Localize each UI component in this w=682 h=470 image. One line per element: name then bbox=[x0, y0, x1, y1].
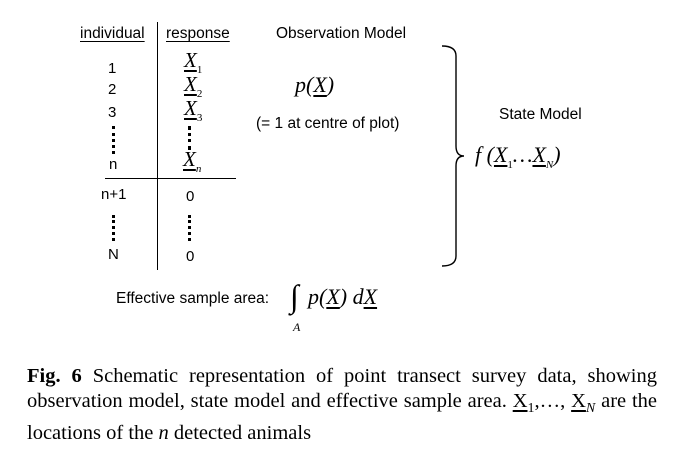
caption-sub-1: 1 bbox=[527, 401, 535, 417]
state-model-formula: f (X1…XN) bbox=[475, 142, 561, 171]
formula-close: ) bbox=[339, 284, 348, 309]
row-N-response: 0 bbox=[186, 248, 195, 265]
formula-p: p( bbox=[295, 72, 314, 97]
row-2-individual: 2 bbox=[108, 81, 117, 98]
row-1-response: X1 bbox=[184, 48, 203, 76]
row-1-individual: 1 bbox=[108, 60, 117, 77]
integral-subscript: A bbox=[293, 320, 301, 334]
header-response: response bbox=[166, 25, 230, 42]
caption-var-1: X bbox=[512, 390, 528, 412]
response-sub: 1 bbox=[196, 64, 203, 76]
caption-mid: ,…, bbox=[534, 390, 572, 412]
caption-fig-label: Fig. 6 bbox=[27, 365, 82, 387]
formula-close: ) bbox=[326, 72, 335, 97]
row-n1-response: 0 bbox=[186, 188, 195, 205]
response-var: X bbox=[184, 48, 197, 72]
integral-sign: ∫ bbox=[290, 278, 299, 314]
row-3-individual: 3 bbox=[108, 104, 117, 121]
caption-text-2: are the locations of the bbox=[27, 390, 657, 445]
formula-var: X bbox=[326, 284, 340, 309]
effective-area-label: Effective sample area: bbox=[116, 290, 270, 307]
observation-model-title: Observation Model bbox=[276, 25, 407, 42]
response-sub: 3 bbox=[196, 112, 203, 124]
caption-text-3: detected animals bbox=[168, 422, 312, 445]
formula-p: p( bbox=[308, 284, 327, 309]
row-divider bbox=[105, 178, 236, 179]
response-sub: 2 bbox=[196, 88, 203, 100]
formula-d: d bbox=[352, 284, 364, 309]
row-3-response: X3 bbox=[184, 96, 203, 124]
response-var: X bbox=[184, 72, 197, 96]
formula-var: X bbox=[313, 72, 327, 97]
formula-close: ) bbox=[553, 142, 561, 167]
formula-var2: X bbox=[532, 142, 546, 167]
vdots-individual-upper bbox=[112, 126, 115, 154]
formula-sub1: 1 bbox=[507, 159, 513, 171]
formula-open: f ( bbox=[475, 142, 494, 167]
effective-area-formula: p(X) dX bbox=[308, 284, 377, 310]
vdots-individual-lower bbox=[112, 215, 115, 241]
formula-var1: X bbox=[493, 142, 508, 167]
row-2-response: X2 bbox=[184, 72, 203, 100]
caption-var-2: X bbox=[571, 390, 586, 412]
caption-sub-2: N bbox=[585, 401, 596, 417]
observation-model-formula: p(X) bbox=[295, 72, 334, 98]
vdots-response-lower bbox=[188, 215, 191, 241]
state-model-title: State Model bbox=[499, 106, 582, 123]
response-var: X bbox=[184, 96, 197, 120]
observation-model-note: (= 1 at centre of plot) bbox=[256, 115, 400, 132]
row-N-individual: N bbox=[108, 246, 119, 263]
row-n1-individual: n+1 bbox=[101, 186, 127, 203]
formula-dots: … bbox=[512, 142, 533, 167]
state-brace bbox=[441, 45, 465, 267]
caption-text-1: Schematic representation of point transe… bbox=[27, 365, 657, 412]
row-n-response: Xn bbox=[183, 147, 202, 175]
vdots-response-upper bbox=[188, 126, 191, 150]
formula-sub2: N bbox=[545, 159, 554, 171]
response-var: X bbox=[183, 147, 196, 171]
row-n-individual: n bbox=[109, 156, 118, 173]
column-divider bbox=[157, 22, 158, 270]
caption-n: n bbox=[158, 422, 169, 445]
header-individual: individual bbox=[80, 25, 145, 42]
figure-caption: Fig. 6 Schematic representation of point… bbox=[27, 364, 657, 446]
response-sub: n bbox=[195, 163, 202, 175]
formula-dvar: X bbox=[363, 284, 378, 309]
